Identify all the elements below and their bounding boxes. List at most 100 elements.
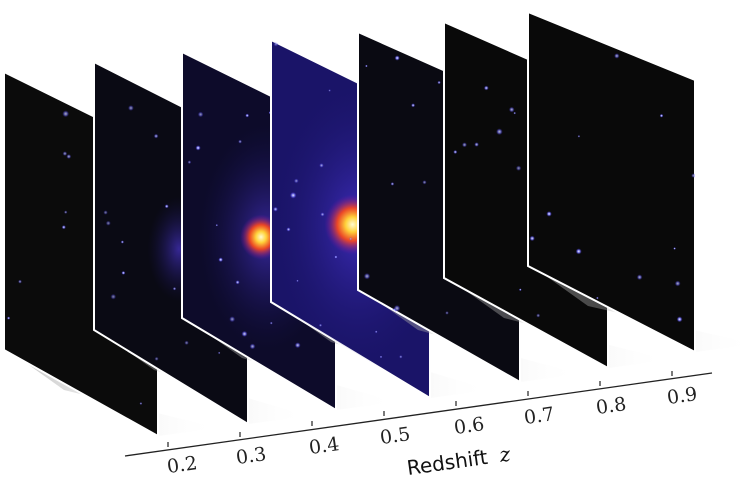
point-source xyxy=(218,351,221,355)
axis-tick-label: 0.4 xyxy=(308,433,341,459)
point-source xyxy=(399,355,403,359)
point-source xyxy=(103,210,108,215)
point-source xyxy=(319,163,324,168)
redshift-axis: 0.2 0.3 0.4 0.5 0.6 0.7 0.8 0.9 Redshift z xyxy=(124,371,713,480)
point-source xyxy=(422,180,427,185)
point-source xyxy=(318,323,323,327)
point-source xyxy=(110,293,117,300)
axis-label-variable: z xyxy=(497,442,512,467)
point-source xyxy=(515,165,522,171)
point-source xyxy=(235,280,240,285)
point-source xyxy=(218,257,223,263)
slice-shadow xyxy=(8,350,218,436)
axis-tick-label: 0.9 xyxy=(666,383,699,409)
point-source xyxy=(154,356,159,361)
point-source xyxy=(349,237,353,241)
point-source xyxy=(293,178,299,184)
point-source xyxy=(105,220,111,226)
point-source xyxy=(673,247,676,250)
point-source xyxy=(215,224,218,227)
point-source xyxy=(445,311,449,315)
point-source xyxy=(328,89,331,92)
point-source xyxy=(390,182,395,186)
point-source xyxy=(365,64,368,68)
point-source xyxy=(184,340,189,345)
point-source xyxy=(411,103,416,108)
axis-ticks: 0.2 0.3 0.4 0.5 0.6 0.7 0.8 0.9 xyxy=(166,371,699,478)
point-source xyxy=(172,287,177,291)
point-source xyxy=(18,279,22,284)
point-source xyxy=(453,150,458,154)
slice-content xyxy=(363,55,515,315)
point-source xyxy=(296,279,299,282)
point-source xyxy=(536,313,541,318)
point-source xyxy=(519,288,522,292)
point-source xyxy=(249,343,256,350)
point-source xyxy=(269,321,273,325)
point-source xyxy=(66,154,72,159)
point-source xyxy=(659,113,664,118)
point-source xyxy=(121,271,126,275)
point-source xyxy=(120,240,124,244)
slice-content xyxy=(529,53,695,323)
point-source xyxy=(286,227,291,232)
point-source xyxy=(462,142,467,148)
axis-tick-label: 0.6 xyxy=(453,413,486,439)
slice-shadow xyxy=(98,330,308,424)
slice-panel xyxy=(527,10,742,354)
point-source xyxy=(394,55,400,61)
point-source xyxy=(139,402,143,405)
point-source xyxy=(273,206,278,212)
point-source xyxy=(674,280,681,287)
point-source xyxy=(187,160,192,164)
point-source xyxy=(474,142,479,147)
axis-label: Redshift z xyxy=(405,442,512,480)
point-source xyxy=(245,113,250,118)
point-source xyxy=(513,111,516,115)
point-source xyxy=(379,355,383,359)
point-source xyxy=(529,235,535,242)
point-source xyxy=(289,192,297,199)
point-source xyxy=(62,151,68,156)
axis-tick-label: 0.5 xyxy=(379,423,412,449)
slice-shadow xyxy=(362,290,580,382)
point-source xyxy=(636,274,643,281)
point-source xyxy=(229,316,236,323)
point-source xyxy=(195,145,201,151)
point-source xyxy=(241,330,248,337)
point-source xyxy=(294,342,301,349)
point-source xyxy=(153,133,159,139)
point-source xyxy=(374,330,378,334)
point-source xyxy=(483,85,489,91)
axis-label-text: Redshift xyxy=(405,445,489,480)
slice-face xyxy=(527,10,696,354)
point-source xyxy=(596,296,599,300)
point-source xyxy=(577,135,581,138)
slice-shadow xyxy=(186,318,396,410)
point-source xyxy=(363,273,371,280)
point-source xyxy=(437,80,441,85)
point-source xyxy=(7,316,11,320)
point-source xyxy=(546,211,552,217)
point-source xyxy=(61,225,66,230)
point-source xyxy=(508,106,515,113)
axis-tick-label: 0.3 xyxy=(235,443,268,469)
point-source xyxy=(197,111,204,118)
axis-tick-label: 0.2 xyxy=(166,452,199,478)
slice-shadow xyxy=(275,302,490,398)
point-source xyxy=(676,316,683,323)
point-source xyxy=(691,173,695,178)
point-source xyxy=(63,210,68,214)
point-source xyxy=(62,110,70,118)
point-source xyxy=(238,139,243,144)
axis-line xyxy=(124,372,713,457)
point-source xyxy=(320,212,325,217)
axis-tick-label: 0.8 xyxy=(595,393,628,419)
point-source xyxy=(334,255,338,259)
point-source xyxy=(496,128,503,135)
point-source xyxy=(614,53,620,59)
slice-stack xyxy=(3,10,742,438)
axis-tick-label: 0.7 xyxy=(523,403,556,429)
point-source xyxy=(164,204,169,209)
